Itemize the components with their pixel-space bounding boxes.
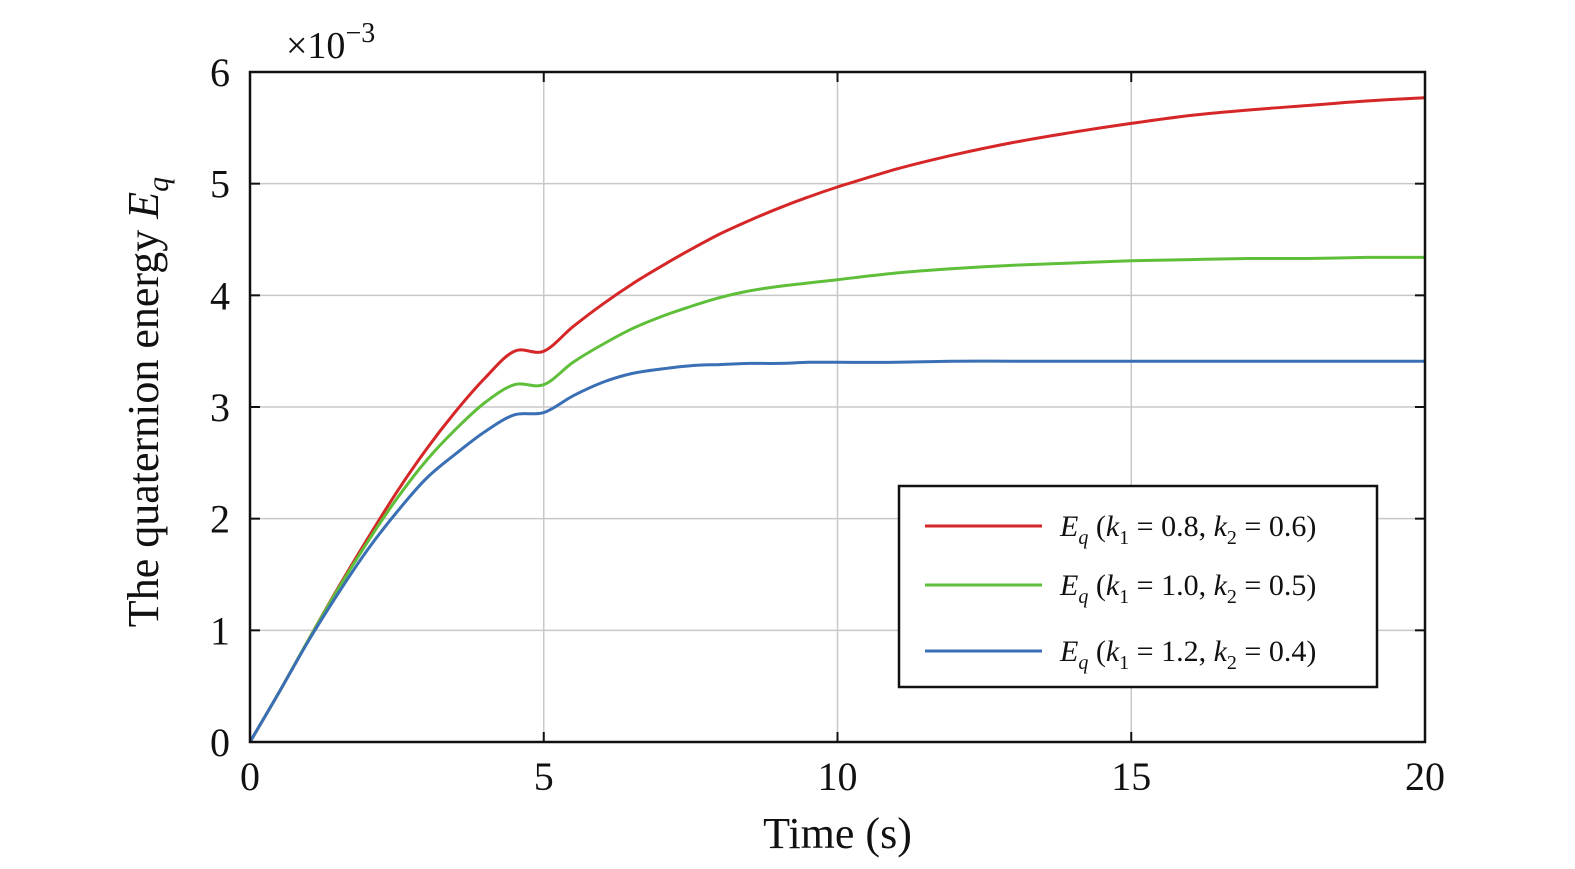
legend-symbol: E bbox=[1059, 635, 1078, 668]
legend-equals: = bbox=[1129, 510, 1161, 543]
y-tick-label: 6 bbox=[210, 50, 230, 95]
legend-equals: = bbox=[1129, 569, 1161, 602]
legend-k2-symbol: k bbox=[1214, 510, 1228, 543]
y-tick-label: 2 bbox=[210, 497, 230, 542]
legend-k1-value: 1.0 bbox=[1161, 569, 1199, 602]
y-axis-scale-note: ×10−3 bbox=[286, 18, 375, 67]
y-tick-label: 3 bbox=[210, 385, 230, 430]
legend-paren-open: ( bbox=[1088, 510, 1106, 543]
legend-k1-symbol: k bbox=[1106, 635, 1120, 668]
y-axis-label-main: The quaternion energy bbox=[119, 219, 168, 627]
y-axis-scale-base: ×10 bbox=[286, 25, 345, 67]
legend-comma: , bbox=[1199, 569, 1214, 602]
legend-k1-symbol: k bbox=[1106, 510, 1120, 543]
legend: Eq (k1 = 0.8, k2 = 0.6)Eq (k1 = 1.0, k2 … bbox=[897, 484, 1379, 689]
legend-subscript: q bbox=[1078, 527, 1088, 549]
legend-k1-subscript: 1 bbox=[1119, 527, 1129, 549]
y-axis-label-symbol: E bbox=[119, 192, 168, 220]
legend-equals: = bbox=[1237, 510, 1269, 543]
y-axis-label-subscript: q bbox=[142, 177, 175, 192]
legend-label-2: Eq (k1 = 1.0, k2 = 0.5) bbox=[1059, 569, 1316, 608]
legend-k2-value: 0.5 bbox=[1269, 569, 1307, 602]
x-tick-label: 20 bbox=[1405, 754, 1445, 799]
axis-tick-labels: 0 5 10 15 20 0 1 2 3 4 5 6 bbox=[210, 50, 1445, 799]
series-layer bbox=[248, 96, 1426, 743]
series-line-3 bbox=[248, 359, 1425, 743]
legend-label-3: Eq (k1 = 1.2, k2 = 0.4) bbox=[1059, 635, 1316, 674]
series-line-2 bbox=[248, 255, 1426, 743]
legend-k2-value: 0.4 bbox=[1269, 635, 1307, 668]
legend-k1-subscript: 1 bbox=[1119, 652, 1129, 674]
legend-k1-subscript: 1 bbox=[1119, 586, 1129, 608]
y-axis-scale-exponent: −3 bbox=[345, 18, 375, 49]
x-tick-label: 5 bbox=[534, 754, 554, 799]
x-axis-label: Time (s) bbox=[763, 809, 912, 858]
legend-equals: = bbox=[1237, 635, 1269, 668]
series-line-1 bbox=[248, 96, 1426, 743]
y-tick-label: 5 bbox=[210, 162, 230, 207]
grid-lines bbox=[250, 72, 1425, 742]
legend-k2-symbol: k bbox=[1214, 635, 1228, 668]
legend-k2-subscript: 2 bbox=[1227, 527, 1237, 549]
legend-paren-open: ( bbox=[1088, 569, 1106, 602]
legend-label-1: Eq (k1 = 0.8, k2 = 0.6) bbox=[1059, 510, 1316, 549]
axis-ticks bbox=[249, 71, 1426, 743]
legend-k2-symbol: k bbox=[1214, 569, 1228, 602]
legend-symbol: E bbox=[1059, 510, 1078, 543]
y-tick-label: 1 bbox=[210, 608, 230, 653]
y-axis-label: The quaternion energy Eq bbox=[119, 177, 175, 627]
x-tick-label: 10 bbox=[818, 754, 858, 799]
legend-k2-subscript: 2 bbox=[1227, 586, 1237, 608]
x-tick-label: 0 bbox=[240, 754, 260, 799]
legend-k2-value: 0.6 bbox=[1269, 510, 1307, 543]
x-tick-label: 15 bbox=[1111, 754, 1151, 799]
legend-equals: = bbox=[1237, 569, 1269, 602]
legend-k1-symbol: k bbox=[1106, 569, 1120, 602]
legend-subscript: q bbox=[1078, 652, 1088, 674]
legend-k2-subscript: 2 bbox=[1227, 652, 1237, 674]
legend-comma: , bbox=[1199, 635, 1214, 668]
legend-paren-open: ( bbox=[1088, 635, 1106, 668]
legend-subscript: q bbox=[1078, 586, 1088, 608]
legend-paren-close: ) bbox=[1306, 635, 1316, 668]
legend-comma: , bbox=[1199, 510, 1214, 543]
legend-equals: = bbox=[1129, 635, 1161, 668]
legend-paren-close: ) bbox=[1306, 569, 1316, 602]
legend-k1-value: 1.2 bbox=[1161, 635, 1199, 668]
legend-symbol: E bbox=[1059, 569, 1078, 602]
y-tick-label: 4 bbox=[210, 273, 230, 318]
legend-k1-value: 0.8 bbox=[1161, 510, 1199, 543]
legend-paren-close: ) bbox=[1306, 510, 1316, 543]
y-tick-label: 0 bbox=[210, 720, 230, 765]
